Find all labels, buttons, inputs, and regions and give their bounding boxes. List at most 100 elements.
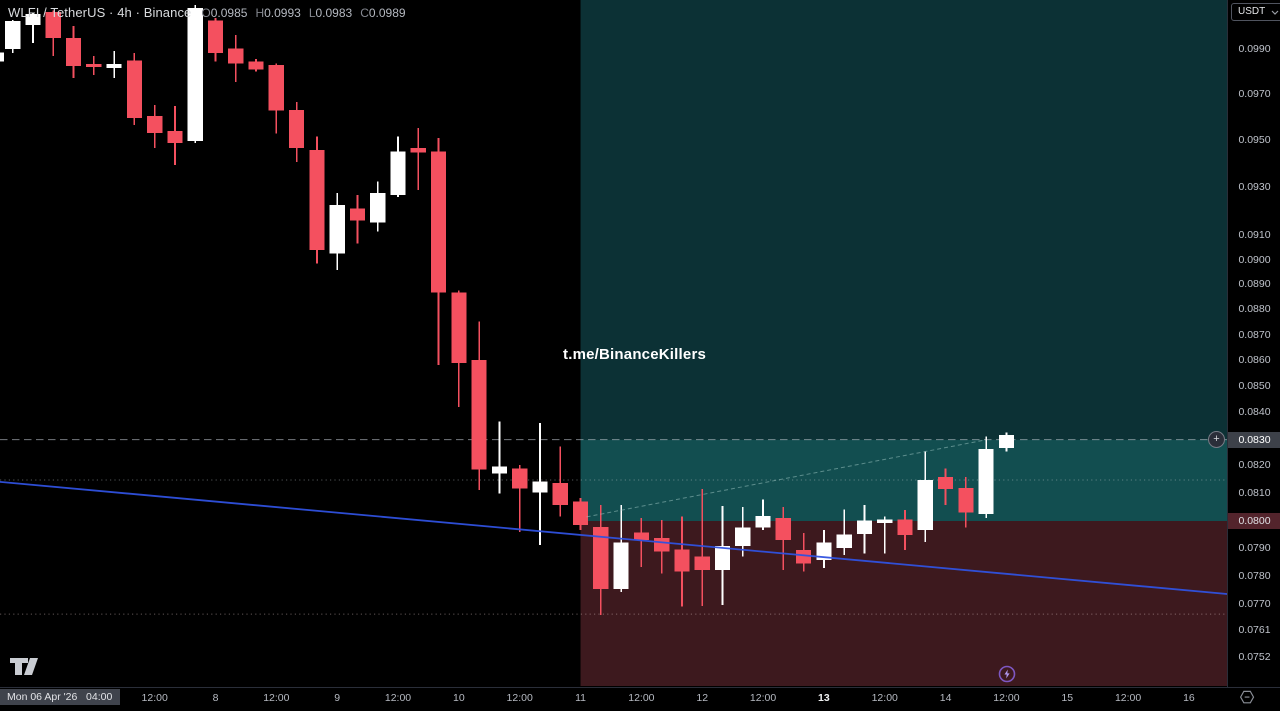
candle-body: [512, 468, 528, 489]
candle-body: [674, 549, 690, 572]
candle-body: [0, 52, 5, 62]
time-axis-label: 16: [1183, 692, 1195, 704]
price-axis-label: 0.0930: [1238, 181, 1271, 194]
price-axis-label: 0.0790: [1238, 541, 1271, 554]
candle-body: [167, 131, 183, 144]
candle-body: [856, 520, 873, 535]
price-axis-label: 0.0840: [1238, 406, 1271, 419]
price-axis-label: 0.0910: [1238, 229, 1271, 242]
time-axis-label: 12:00: [871, 692, 898, 704]
price-axis-label: 0.0752: [1238, 650, 1271, 663]
candle-body: [248, 61, 264, 70]
symbol-title[interactable]: WLFI / TetherUS · 4h · Binance: [8, 5, 192, 20]
time-axis-label: 12:00: [263, 692, 290, 704]
candle-body: [958, 487, 974, 513]
blue-trendline[interactable]: [0, 480, 1228, 595]
candle-body: [289, 110, 305, 149]
price-axis-label: 0.0850: [1238, 380, 1271, 393]
candle-body: [917, 479, 933, 530]
candle-body: [86, 63, 102, 67]
last-price-label: 0.0830: [1228, 431, 1280, 448]
price-axis-label: 0.0820: [1238, 459, 1271, 472]
ohlc-values: O0.0985 H0.0993 L0.0983 C0.0989: [201, 6, 406, 20]
candle-body: [552, 483, 568, 506]
candle-body: [897, 519, 913, 536]
time-axis-label: 12:00: [993, 692, 1020, 704]
candle-body: [694, 556, 710, 570]
upper-teal-zone: [580, 0, 1227, 440]
price-axis-label: 0.0810: [1238, 486, 1271, 499]
price-axis-label: 0.0990: [1238, 43, 1271, 56]
candle-body: [329, 204, 345, 254]
candle-body: [187, 8, 203, 141]
price-axis-label: 0.0870: [1238, 328, 1271, 341]
price-axis-label: 0.0970: [1238, 88, 1271, 101]
tradingview-logo[interactable]: [9, 656, 45, 678]
time-axis-label: 14: [939, 692, 952, 704]
candle-body: [370, 192, 386, 223]
candle-body: [207, 20, 224, 53]
candle-body: [410, 148, 426, 153]
time-axis-label: 8: [212, 692, 219, 704]
price-axis-label: 0.0880: [1238, 303, 1271, 316]
chart-legend[interactable]: WLFI / TetherUS · 4h · Binance O0.0985 H0.…: [8, 4, 414, 22]
currency-toggle-button[interactable]: USDT: [1231, 3, 1280, 21]
candle-body: [735, 527, 751, 547]
candle-body: [877, 519, 893, 524]
candle-body: [349, 208, 366, 221]
candle-body: [613, 542, 629, 590]
time-axis-label: 12:00: [384, 692, 412, 704]
first-bar-date-label: Mon 06 Apr '26 04:00: [0, 689, 121, 705]
price-axis-label: 0.0890: [1238, 278, 1271, 291]
price-axis-label: 0.0780: [1238, 569, 1271, 582]
hexagon-mood-icon[interactable]: [1239, 689, 1256, 706]
candle-body: [775, 518, 791, 540]
time-axis-label: 10: [453, 692, 465, 704]
price-axis[interactable]: USDT 0.0830 0.0800 0.0990 0.0970 0.0950 0.0…: [1227, 0, 1280, 687]
candle-body: [126, 60, 142, 119]
candle-body: [755, 516, 771, 528]
candle-body: [65, 38, 82, 66]
candle-body: [390, 151, 406, 195]
candle-body: [106, 63, 122, 68]
candle-body: [714, 546, 731, 570]
plus-circle-icon[interactable]: +: [1208, 431, 1225, 449]
time-axis-label: 15: [1061, 692, 1074, 704]
chevron-down-icon: [1271, 10, 1279, 15]
candle-body: [491, 466, 508, 474]
price-axis-label: 0.0950: [1238, 134, 1271, 147]
candle-body: [796, 549, 812, 564]
candle-body: [268, 65, 284, 111]
candle-body: [937, 477, 954, 489]
time-axis-label: 12:00: [1114, 692, 1142, 704]
time-axis-label: 13: [818, 692, 830, 704]
level-price-label: 0.0800: [1228, 513, 1280, 529]
candle-body: [593, 526, 609, 590]
candle-body: [45, 11, 61, 39]
candle-body: [228, 48, 244, 64]
candle-body: [978, 449, 994, 515]
lightning-circle-icon[interactable]: [997, 664, 1017, 684]
candle-body: [471, 359, 487, 470]
candle-body: [816, 542, 832, 561]
price-axis-label: 0.0761: [1238, 624, 1271, 637]
time-axis-label: 12:00: [749, 692, 777, 704]
profit-zone: [580, 439, 1227, 521]
time-axis-label: 12:00: [141, 692, 168, 704]
candle-body: [430, 151, 447, 293]
candle-body: [836, 534, 852, 549]
dashed-teal-trendline[interactable]: [586, 439, 986, 518]
price-axis-label: 0.0770: [1238, 598, 1271, 611]
loss-zone: [580, 521, 1227, 686]
watermark-text: t.me/BinanceKillers: [563, 346, 707, 363]
candle-body: [654, 538, 670, 552]
time-axis[interactable]: Mon 06 Apr '26 04:00 12:00 8 12:00 9 12:00 10…: [0, 687, 1280, 711]
time-axis-label: 9: [334, 692, 341, 704]
time-axis-label: 11: [575, 692, 586, 704]
candle-body: [532, 481, 548, 493]
candle-body: [309, 150, 325, 250]
price-axis-label: 0.0900: [1238, 253, 1271, 266]
price-axis-label: 0.0860: [1238, 354, 1271, 367]
